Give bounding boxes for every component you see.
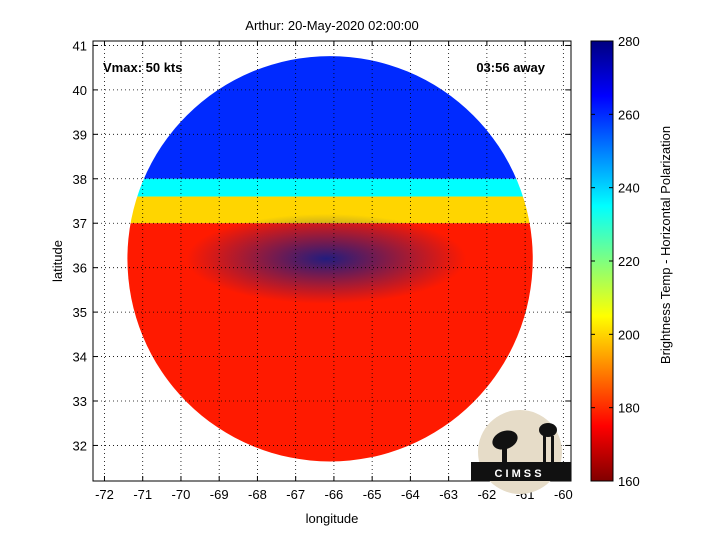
x-axis-ticks: -72 -71 -70 -69 -68 -67 -66 -65 -64 -63 -62 -61 -60 — [95, 41, 573, 502]
logo-band — [471, 462, 571, 481]
y-axis-label: latitude — [50, 240, 65, 282]
x-tick-label: -67 — [286, 487, 305, 502]
colorbar-tick-label: 160 — [618, 474, 640, 489]
water-tower-icon — [539, 423, 557, 437]
cimss-logo: C I M S S — [471, 410, 571, 494]
time-away-annotation: 03:56 away — [476, 60, 545, 75]
cold-core — [186, 213, 467, 304]
colorbar-tick-label: 260 — [618, 107, 640, 122]
x-tick-label: -64 — [401, 487, 420, 502]
vmax-annotation: Vmax: 50 kts — [103, 60, 183, 75]
y-tick-label: 40 — [73, 83, 87, 98]
colorbar-ticks: 160 180 200 220 240 260 280 — [591, 34, 640, 489]
dish-icon — [492, 430, 518, 450]
colorbar-tick-label: 220 — [618, 254, 640, 269]
y-tick-label: 41 — [73, 38, 87, 53]
colorbar-tick-label: 180 — [618, 401, 640, 416]
y-tick-label: 32 — [73, 438, 87, 453]
grid-lines — [93, 41, 571, 481]
logo-text: C I M S S — [494, 468, 541, 480]
y-tick-label: 35 — [73, 305, 87, 320]
x-tick-label: -68 — [248, 487, 267, 502]
colorbar-label: Brightness Temp - Horizontal Polarizatio… — [658, 126, 673, 364]
y-tick-label: 34 — [73, 350, 87, 365]
x-tick-label: -71 — [133, 487, 152, 502]
x-tick-label: -60 — [554, 487, 573, 502]
x-tick-label: -70 — [172, 487, 191, 502]
x-tick-label: -63 — [439, 487, 458, 502]
x-tick-label: -66 — [325, 487, 344, 502]
swath-band-1 — [127, 178, 533, 197]
chart-title: Arthur: 20-May-2020 02:00:00 — [245, 18, 418, 33]
y-tick-label: 38 — [73, 172, 87, 187]
logo-disc — [478, 410, 562, 494]
colorbar-tick-label: 240 — [618, 181, 640, 196]
x-tick-label: -72 — [95, 487, 114, 502]
colorbar-tick-label: 200 — [618, 327, 640, 342]
y-tick-label: 37 — [73, 216, 87, 231]
x-tick-label: -65 — [363, 487, 382, 502]
dish-stand-icon — [502, 446, 507, 462]
y-tick-label: 39 — [73, 127, 87, 142]
x-tick-label: -69 — [210, 487, 229, 502]
x-axis-label: longitude — [306, 511, 359, 526]
y-tick-label: 36 — [73, 261, 87, 276]
y-tick-label: 33 — [73, 394, 87, 409]
x-tick-label: -62 — [477, 487, 496, 502]
y-axis-ticks: 32 33 34 35 36 37 38 39 40 41 — [73, 38, 571, 453]
plot-frame — [92, 40, 572, 482]
colorbar-tick-label: 280 — [618, 34, 640, 49]
